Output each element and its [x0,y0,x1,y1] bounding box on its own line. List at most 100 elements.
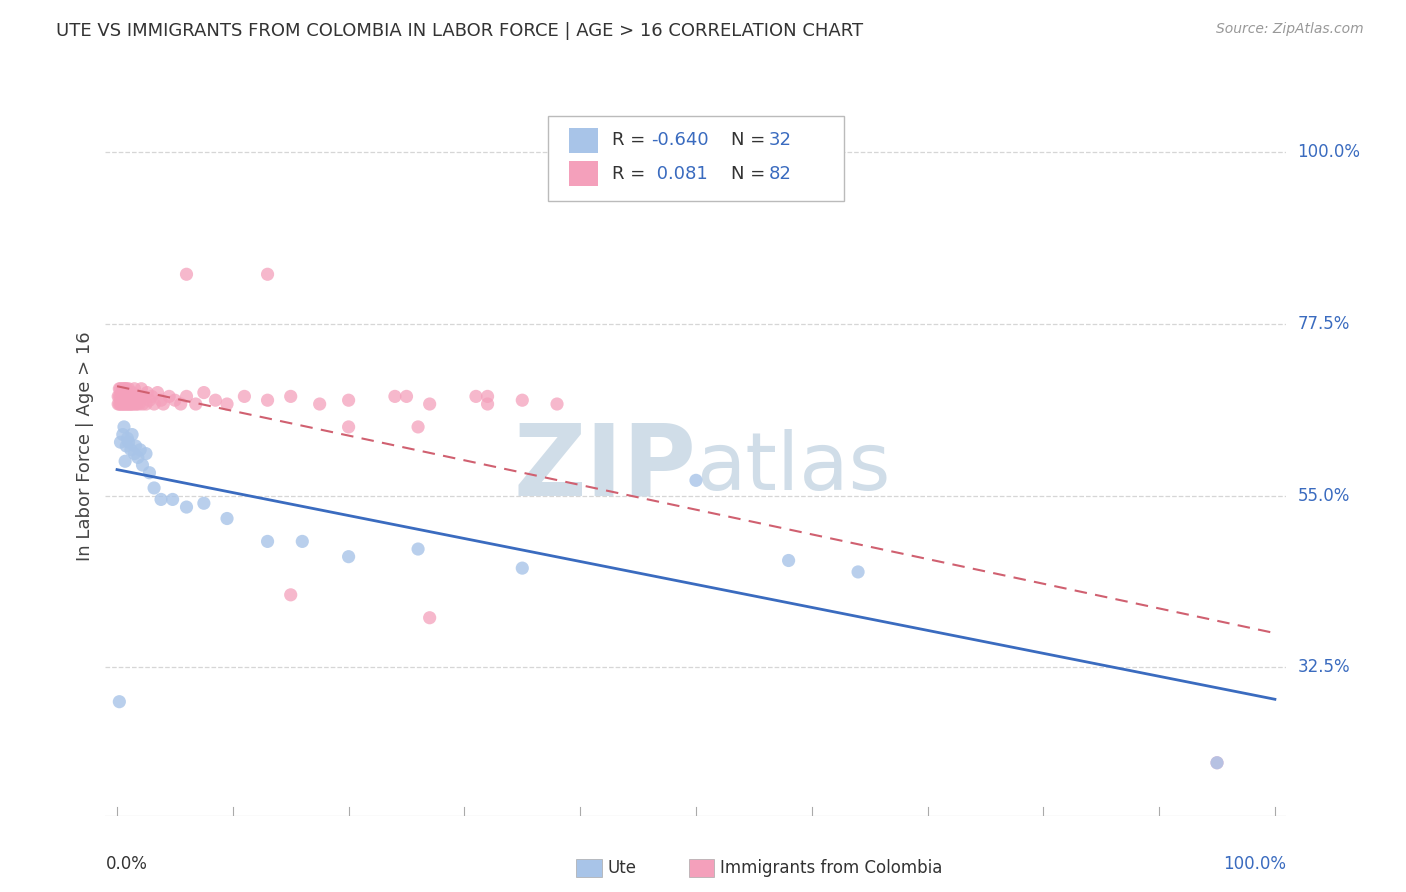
Point [110,389,132,403]
Point [120,389,142,403]
Point [107,397,129,411]
Point [215,397,238,411]
Text: R =: R = [612,131,651,149]
Point [162,492,184,507]
Text: 55.0%: 55.0% [1298,487,1350,505]
Point [1206,756,1229,770]
Point [131,458,153,472]
Point [112,389,135,403]
Point [152,397,174,411]
Point [546,397,568,411]
Text: N =: N = [731,165,770,183]
Point [291,534,314,549]
Point [132,389,155,403]
Point [125,397,148,411]
Text: 100.0%: 100.0% [1223,855,1286,873]
Point [685,474,707,488]
Point [107,389,129,403]
Point [163,393,186,408]
Point [108,397,131,411]
Text: Immigrants from Colombia: Immigrants from Colombia [720,859,942,877]
Point [215,511,238,525]
Point [111,397,134,411]
Point [141,389,163,403]
Point [280,588,302,602]
Text: ZIP: ZIP [513,420,696,516]
Point [111,393,134,408]
Point [233,389,256,403]
Text: 100.0%: 100.0% [1298,143,1361,161]
Point [135,397,157,411]
Point [124,447,146,461]
Point [111,427,134,442]
Point [510,561,533,575]
Point [124,389,146,403]
Point [143,481,166,495]
Point [280,389,302,403]
Point [477,389,499,403]
Point [143,397,166,411]
Point [117,431,139,445]
Point [114,382,136,396]
Point [337,420,360,434]
Point [406,420,429,434]
Point [115,439,138,453]
Point [129,389,152,403]
Point [117,389,139,403]
Point [846,565,869,579]
Point [510,393,533,408]
Point [124,397,146,411]
Y-axis label: In Labor Force | Age > 16: In Labor Force | Age > 16 [76,331,94,561]
Point [114,389,136,403]
Point [108,382,131,396]
Point [117,389,139,403]
Point [111,382,134,396]
Point [138,393,160,408]
Point [384,389,406,403]
Text: 77.5%: 77.5% [1298,315,1350,333]
Point [477,397,499,411]
Point [120,442,142,457]
Point [111,385,134,400]
Point [122,397,145,411]
Point [138,466,160,480]
Text: Ute: Ute [607,859,637,877]
Point [204,393,226,408]
Point [193,496,215,510]
Point [114,397,136,411]
Point [256,534,278,549]
Point [337,393,360,408]
Point [127,450,149,465]
Point [111,397,134,411]
Text: 82: 82 [769,165,792,183]
Point [337,549,360,564]
Point [146,385,169,400]
Text: UTE VS IMMIGRANTS FROM COLOMBIA IN LABOR FORCE | AGE > 16 CORRELATION CHART: UTE VS IMMIGRANTS FROM COLOMBIA IN LABOR… [56,22,863,40]
Text: 0.081: 0.081 [651,165,707,183]
Point [127,389,149,403]
Text: 32.5%: 32.5% [1298,658,1350,676]
Point [118,389,141,403]
Point [110,397,132,411]
Point [129,442,152,457]
Point [406,542,429,557]
Point [112,420,135,434]
Point [419,611,441,625]
Point [170,397,193,411]
Point [110,382,132,396]
Point [176,389,198,403]
Point [128,397,150,411]
Point [131,397,153,411]
Point [118,397,141,411]
Point [108,695,131,709]
Point [115,389,138,403]
Point [778,553,800,567]
Point [117,435,139,450]
Point [115,397,138,411]
Point [136,385,159,400]
Point [117,397,139,411]
Point [150,393,173,408]
Text: 0.0%: 0.0% [105,855,148,873]
Point [117,397,139,411]
Point [111,389,134,403]
